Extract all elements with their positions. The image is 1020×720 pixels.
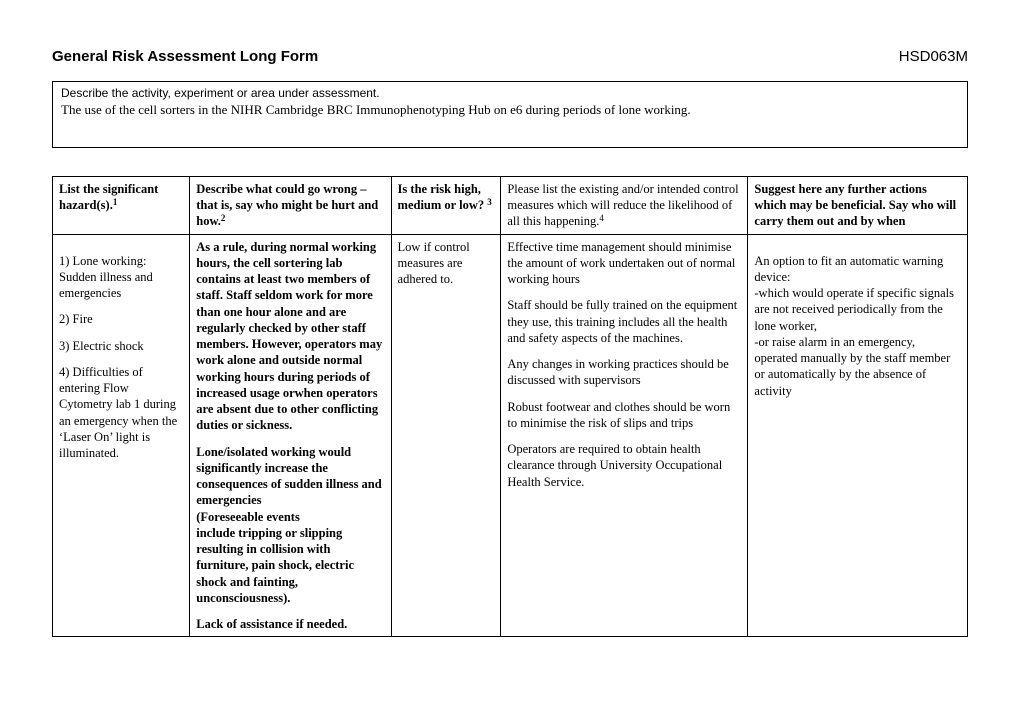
cell-describe: As a rule, during normal working hours, … [190, 234, 391, 637]
cell-risk-level: Low if control measures are adhered to. [391, 234, 501, 637]
header-text: hazard(s). [59, 198, 113, 212]
table-header-row: List the significant hazard(s).1 Describ… [53, 176, 968, 234]
description-label: Describe the activity, experiment or are… [61, 86, 959, 100]
form-code: HSD063M [899, 48, 968, 65]
header-text: List the significant [59, 182, 158, 196]
superscript: 1 [113, 197, 118, 207]
description-text: The use of the cell sorters in the NIHR … [61, 102, 959, 119]
superscript: 2 [221, 213, 226, 223]
superscript: 4 [599, 213, 604, 223]
hazard-item: 3) Electric shock [59, 338, 183, 354]
description-box: Describe the activity, experiment or are… [52, 81, 968, 148]
cell-hazards: 1) Lone working: Sudden illness and emer… [53, 234, 190, 637]
action-para: -which would operate if specific signals… [754, 285, 961, 334]
describe-para: As a rule, during normal working hours, … [196, 239, 384, 434]
header-text: Suggest here any further actions which m… [754, 182, 956, 229]
risk-level-text: Low if control measures are adhered to. [398, 239, 495, 288]
page-title: General Risk Assessment Long Form [52, 48, 318, 65]
control-para: Effective time management should minimis… [507, 239, 741, 288]
action-para: -or raise alarm in an emergency, operate… [754, 334, 961, 399]
header-text: Is the risk high, medium or low? [398, 182, 485, 212]
superscript: 3 [487, 197, 492, 207]
hazard-item: 2) Fire [59, 311, 183, 327]
header-actions: Suggest here any further actions which m… [748, 176, 968, 234]
header-text: Please list the existing and/or intended… [507, 182, 738, 229]
cell-controls: Effective time management should minimis… [501, 234, 748, 637]
risk-table: List the significant hazard(s).1 Describ… [52, 176, 968, 638]
header-describe: Describe what could go wrong – that is, … [190, 176, 391, 234]
describe-para: include tripping or slipping resulting i… [196, 525, 384, 606]
header-row: General Risk Assessment Long Form HSD063… [52, 48, 968, 65]
control-para: Staff should be fully trained on the equ… [507, 297, 741, 346]
hazard-item: 1) Lone working: Sudden illness and emer… [59, 253, 183, 302]
header-hazards: List the significant hazard(s).1 [53, 176, 190, 234]
control-para: Robust footwear and clothes should be wo… [507, 399, 741, 432]
describe-para: (Foreseeable events [196, 509, 384, 525]
header-controls: Please list the existing and/or intended… [501, 176, 748, 234]
control-para: Operators are required to obtain health … [507, 441, 741, 490]
header-risk-level: Is the risk high, medium or low? 3 [391, 176, 501, 234]
describe-para: Lone/isolated working would significantl… [196, 444, 384, 509]
action-para: An option to fit an automatic warning de… [754, 253, 961, 286]
describe-para: Lack of assistance if needed. [196, 616, 384, 632]
hazard-item: 4) Difficulties of entering Flow Cytomet… [59, 364, 183, 462]
cell-actions: An option to fit an automatic warning de… [748, 234, 968, 637]
table-row: 1) Lone working: Sudden illness and emer… [53, 234, 968, 637]
control-para: Any changes in working practices should … [507, 356, 741, 389]
